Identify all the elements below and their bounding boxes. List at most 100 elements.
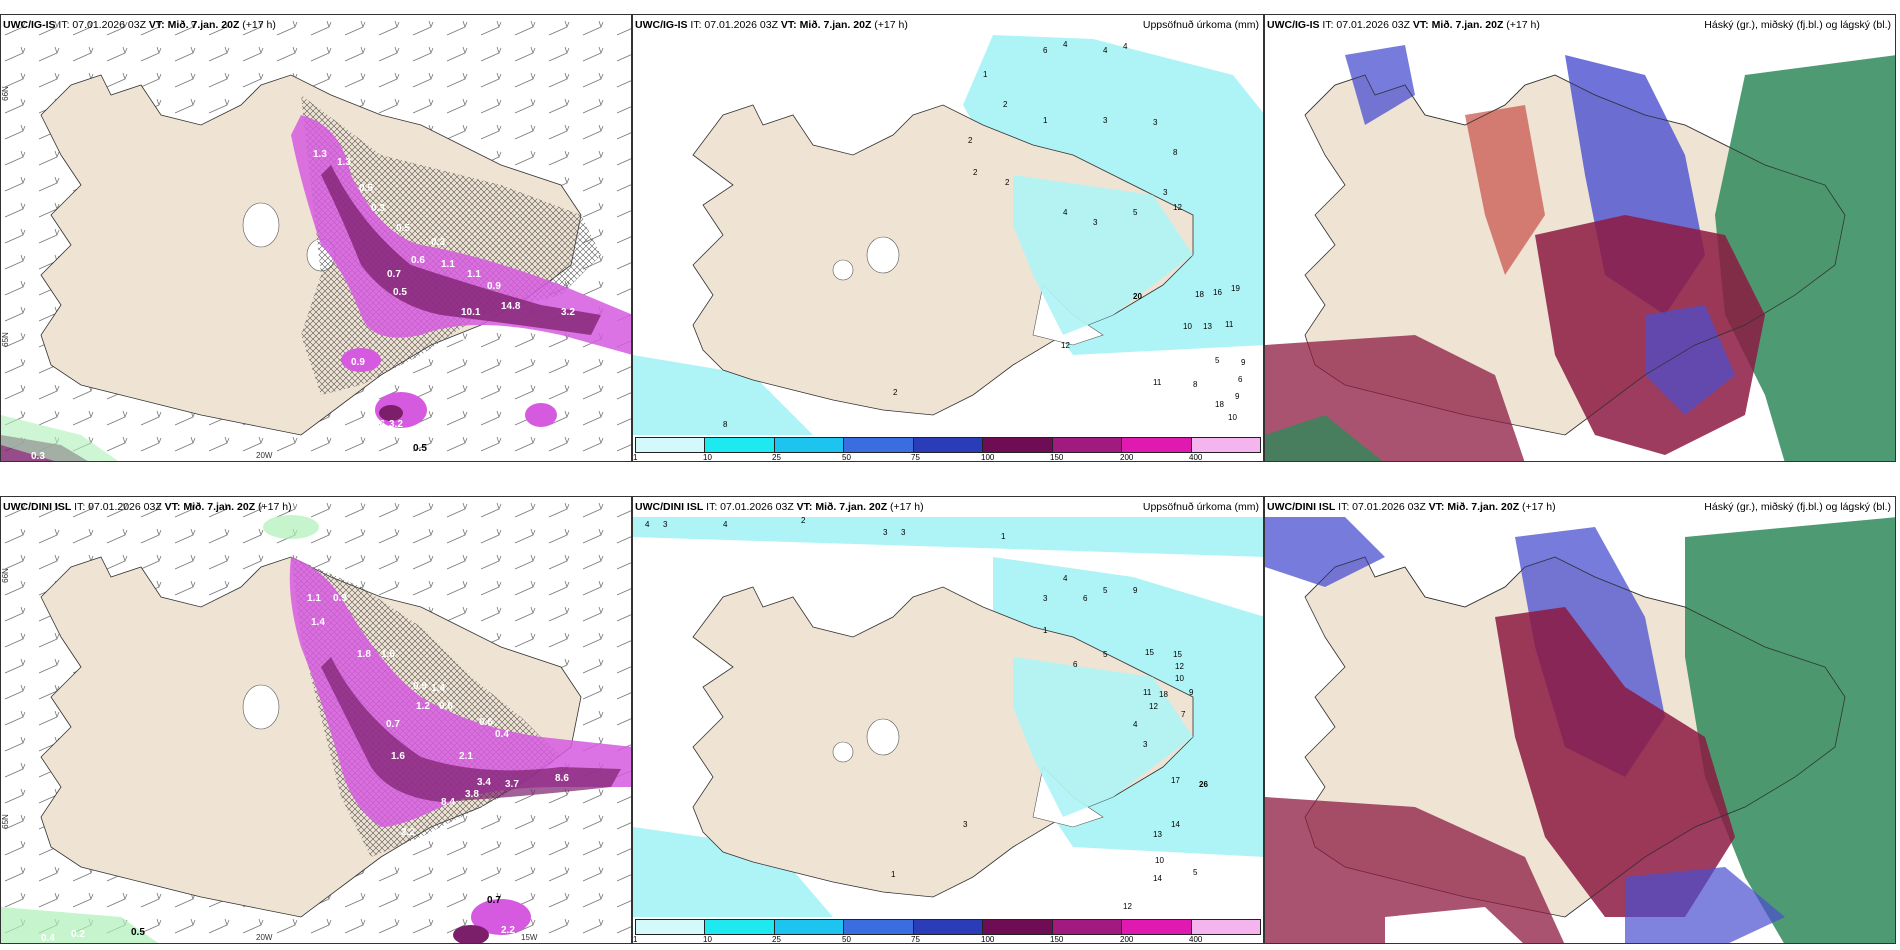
panel-title: UWC/DINI ISL IT: 07.01.2026 03Z VT: Mið.… [1267,501,1556,513]
legend-swatch [1191,920,1260,934]
precip-value: 2 [968,136,973,145]
precip-value: 0.6 [439,701,453,712]
panel-title: UWC/DINI ISL IT: 07.01.2026 03Z VT: Mið.… [635,501,924,513]
precip-value: 10.1 [461,307,481,318]
precip-band [1,115,631,461]
precip-value: 6 [1043,46,1048,55]
legend-tick: 50 [842,453,851,462]
precip-labels: 1.3 1.3 0.5 0.3 0.5 0.3 0.6 1.1 0.7 0.5 … [31,149,575,461]
init-time: IT: 07.01.2026 03Z [74,501,162,513]
precip-value: 6 [1083,594,1088,603]
model-name: UWC/IG-IS [3,19,56,31]
precip-value: 14 [1153,874,1162,883]
precip-value: 10 [1183,322,1192,331]
init-time: IT: 07.01.2026 03Z [706,501,794,513]
panel-top-middle-accumulated-precip: UWC/IG-IS IT: 07.01.2026 03Z VT: Mið. 7.… [632,14,1264,462]
lon-label: 15W [521,933,538,942]
precip-value: 3 [963,820,968,829]
precip-value: 7 [1181,710,1186,719]
precip-value: 4 [1103,46,1108,55]
iceland-land [40,556,582,918]
legend-swatch [983,920,1053,934]
valid-label: VT: [796,501,813,513]
precip-value: 1.2 [416,701,430,712]
precip-value: 12 [1061,341,1070,350]
precip-value: 12 [1175,662,1184,671]
precip-value: 0.6 [479,717,493,728]
precip-value: 11 [1143,688,1152,697]
precip-value: 11 [1153,378,1162,387]
precip-value: 2 [893,388,898,397]
legend-tick: 150 [1050,935,1064,944]
precip-value: 10 [1228,413,1237,422]
valid-time: Mið. 7.jan. 20Z [799,19,872,31]
precip-value: 4 [723,520,728,529]
precip-value: 18 [1215,400,1224,409]
precip-value: 3 [1103,116,1108,125]
cloud-layers [1265,45,1895,461]
legend-swatch [844,920,914,934]
legend-tick: 50 [842,935,851,944]
map-canvas [1265,45,1895,461]
valid-label: VT: [148,19,165,31]
init-time: IT: 07.01.2026 03Z [1322,19,1410,31]
precip-value: 5 [1103,586,1108,595]
precip-value: 3.6 [371,419,385,430]
init-time: IT: 07.01.2026 03Z [1338,501,1426,513]
precip-value: 1.3 [337,157,351,168]
precip-value: 0.7 [386,719,400,730]
init-time: IT: 07.01.2026 03Z [690,19,778,31]
precip-value: 1.4 [311,617,325,628]
lat-label: 66N [0,86,10,101]
precip-value: 2 [1005,178,1010,187]
precip-value: 0.9 [487,281,501,292]
precip-value: 0.7 [361,397,375,408]
map-canvas: 1.3 1.3 0.5 0.3 0.5 0.3 0.6 1.1 0.7 0.5 … [1,15,631,461]
legend-swatch [983,438,1053,452]
precip-value: 3 [1143,740,1148,749]
precip-value: 3 [1163,188,1168,197]
precip-value: 0.3 [431,237,445,248]
precip-value: 3.2 [389,419,403,430]
precip-value: 2 [801,516,806,525]
lead-time: (+17 h) [258,501,292,513]
lead-time: (+17 h) [242,19,276,31]
precip-value: 4 [1063,208,1068,217]
precip-value: 14.8 [501,301,521,312]
precip-value: 13 [1203,322,1212,331]
precip-value: 11 [1225,320,1234,329]
precip-value: 13 [1153,830,1162,839]
precip-shade [633,355,813,435]
precip-value: 1.6 [391,751,405,762]
precip-value: 10 [1155,856,1164,865]
legend-swatch [636,438,706,452]
valid-label: VT: [780,19,797,31]
panel-title: UWC/DINI ISL IT: 07.01.2026 03Z VT: Mið.… [3,501,292,513]
lat-label: 65N [0,814,10,829]
legend-tick: 10 [703,935,712,944]
model-name: UWC/DINI ISL [635,501,704,513]
precip-value: 1.1 [307,593,321,604]
lat-label: 66N [0,568,10,583]
precip-shade [1013,175,1193,335]
precip-value: 3.8 [465,789,479,800]
field-label: Uppsöfnuð úrkoma (mm) [1142,19,1259,31]
valid-label: VT: [164,501,181,513]
precip-value: 9 [1133,586,1138,595]
panel-top-right-clouds: UWC/IG-IS IT: 07.01.2026 03Z VT: Mið. 7.… [1264,14,1896,462]
precip-value: 0.4 [41,933,55,944]
model-name: UWC/DINI ISL [3,501,72,513]
precip-value: 1.1 [467,269,481,280]
legend-swatch [913,438,984,452]
model-name: UWC/IG-IS [1267,19,1320,31]
precip-value: 0.5 [359,183,373,194]
lead-time: (+17 h) [874,19,908,31]
precip-value: 8.6 [555,773,569,784]
precip-value: 12 [1149,702,1158,711]
precip-value: 15 [1173,650,1182,659]
precip-value: 5 [1103,650,1108,659]
precip-value: 14 [1171,820,1180,829]
precip-value: 0.6 [411,255,425,266]
precip-value: 4 [645,520,650,529]
precip-value: 0.2 [71,929,85,940]
